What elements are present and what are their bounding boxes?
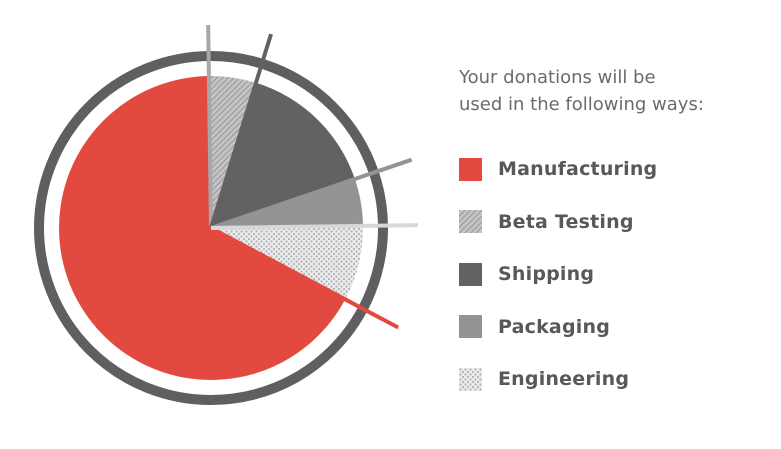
legend-title-line-2: used in the following ways: — [459, 94, 704, 115]
legend-title: Your donations will be used in the follo… — [459, 64, 759, 118]
legend-item-manufacturing: Manufacturing — [459, 143, 657, 196]
legend-item-packaging: Packaging — [459, 301, 657, 354]
legend-label-shipping: Shipping — [498, 263, 595, 286]
legend-swatch-packaging — [459, 315, 482, 339]
legend-item-engineering: Engineering — [459, 353, 657, 406]
legend-swatch-engineering — [459, 367, 482, 391]
legend-swatch-beta-testing — [459, 210, 482, 234]
legend-label-manufacturing: Manufacturing — [498, 158, 658, 181]
pie-slice-shipping — [211, 82, 355, 228]
slice-divider-packaging — [210, 157, 413, 230]
legend-label-beta-testing: Beta Testing — [498, 210, 634, 233]
legend-label-packaging: Packaging — [498, 315, 610, 338]
slice-divider-manufacturing — [210, 226, 400, 330]
legend-title-line-1: Your donations will be — [459, 67, 656, 88]
outer-ring — [34, 51, 388, 405]
pie-slice-manufacturing — [59, 76, 346, 380]
legend-swatch-shipping — [459, 262, 482, 286]
pie-slice-beta-testing — [208, 75, 256, 229]
legend-swatch-manufacturing — [459, 157, 482, 181]
pie-slice-engineering — [211, 225, 364, 300]
slice-divider-beta-testing — [206, 24, 213, 229]
legend-item-beta-testing: Beta Testing — [459, 196, 657, 249]
legend: Your donations will be used in the follo… — [459, 64, 759, 391]
legend-item-shipping: Shipping — [459, 248, 657, 301]
slice-divider-shipping — [209, 33, 273, 229]
slice-divider-engineering — [210, 223, 419, 230]
legend-label-engineering: Engineering — [498, 368, 630, 391]
